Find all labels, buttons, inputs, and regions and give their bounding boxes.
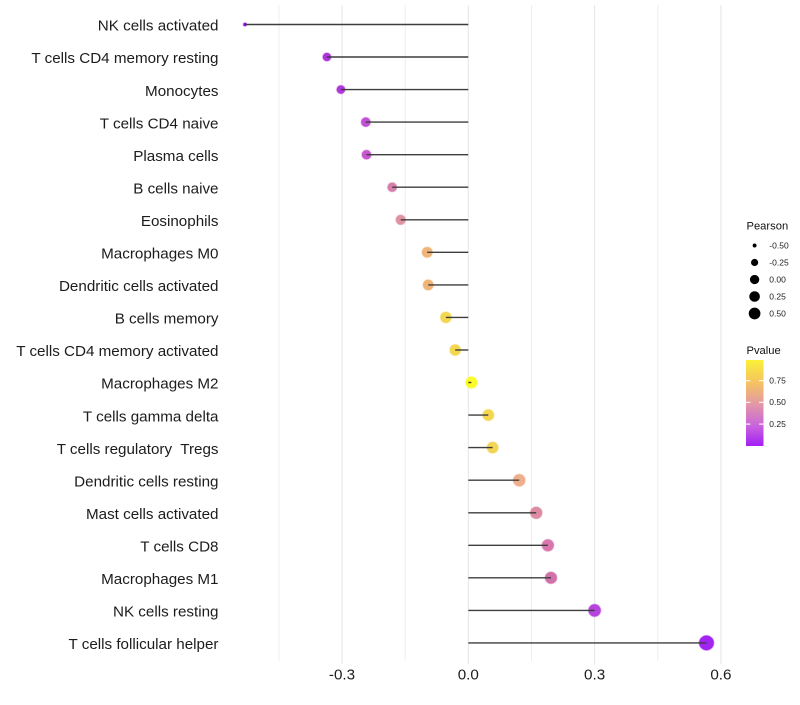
svg-text:T cells CD4 memory activated: T cells CD4 memory activated bbox=[16, 343, 218, 360]
svg-text:0.25: 0.25 bbox=[769, 291, 786, 301]
svg-text:0.00: 0.00 bbox=[769, 274, 786, 284]
svg-text:0.50: 0.50 bbox=[769, 397, 786, 407]
svg-text:Pearson: Pearson bbox=[747, 221, 789, 233]
svg-text:T cells follicular helper: T cells follicular helper bbox=[69, 636, 219, 653]
svg-text:-0.3: -0.3 bbox=[329, 667, 355, 684]
svg-text:Mast cells activated: Mast cells activated bbox=[86, 506, 219, 523]
svg-text:Dendritic cells resting: Dendritic cells resting bbox=[74, 473, 218, 490]
svg-text:B cells naive: B cells naive bbox=[133, 180, 218, 197]
svg-text:NK cells activated: NK cells activated bbox=[98, 18, 219, 35]
svg-text:T cells CD8: T cells CD8 bbox=[140, 539, 218, 556]
svg-text:Macrophages M0: Macrophages M0 bbox=[101, 246, 218, 263]
svg-text:Pvalue: Pvalue bbox=[747, 345, 781, 357]
svg-text:0.6: 0.6 bbox=[710, 667, 731, 684]
svg-text:T cells CD4 memory resting: T cells CD4 memory resting bbox=[31, 50, 218, 67]
svg-text:Macrophages M1: Macrophages M1 bbox=[101, 571, 218, 588]
svg-text:Monocytes: Monocytes bbox=[145, 83, 219, 100]
svg-text:0.25: 0.25 bbox=[769, 419, 786, 429]
svg-text:T cells CD4 naive: T cells CD4 naive bbox=[100, 115, 219, 132]
svg-text:T cells gamma delta: T cells gamma delta bbox=[83, 408, 219, 425]
svg-text:NK cells resting: NK cells resting bbox=[113, 604, 219, 621]
svg-text:B cells memory: B cells memory bbox=[115, 311, 219, 328]
svg-text:T cells regulatory Tregs: T cells regulatory Tregs bbox=[57, 441, 219, 458]
svg-text:0.50: 0.50 bbox=[769, 308, 786, 318]
svg-text:Dendritic cells activated: Dendritic cells activated bbox=[59, 278, 219, 295]
svg-text:Plasma cells: Plasma cells bbox=[133, 148, 219, 165]
svg-text:-0.50: -0.50 bbox=[769, 240, 789, 250]
svg-text:Macrophages M2: Macrophages M2 bbox=[101, 376, 218, 393]
svg-text:0.3: 0.3 bbox=[584, 667, 605, 684]
svg-text:0.0: 0.0 bbox=[458, 667, 479, 684]
svg-text:0.75: 0.75 bbox=[769, 376, 786, 386]
svg-text:Eosinophils: Eosinophils bbox=[141, 213, 219, 230]
svg-text:-0.25: -0.25 bbox=[769, 257, 789, 267]
